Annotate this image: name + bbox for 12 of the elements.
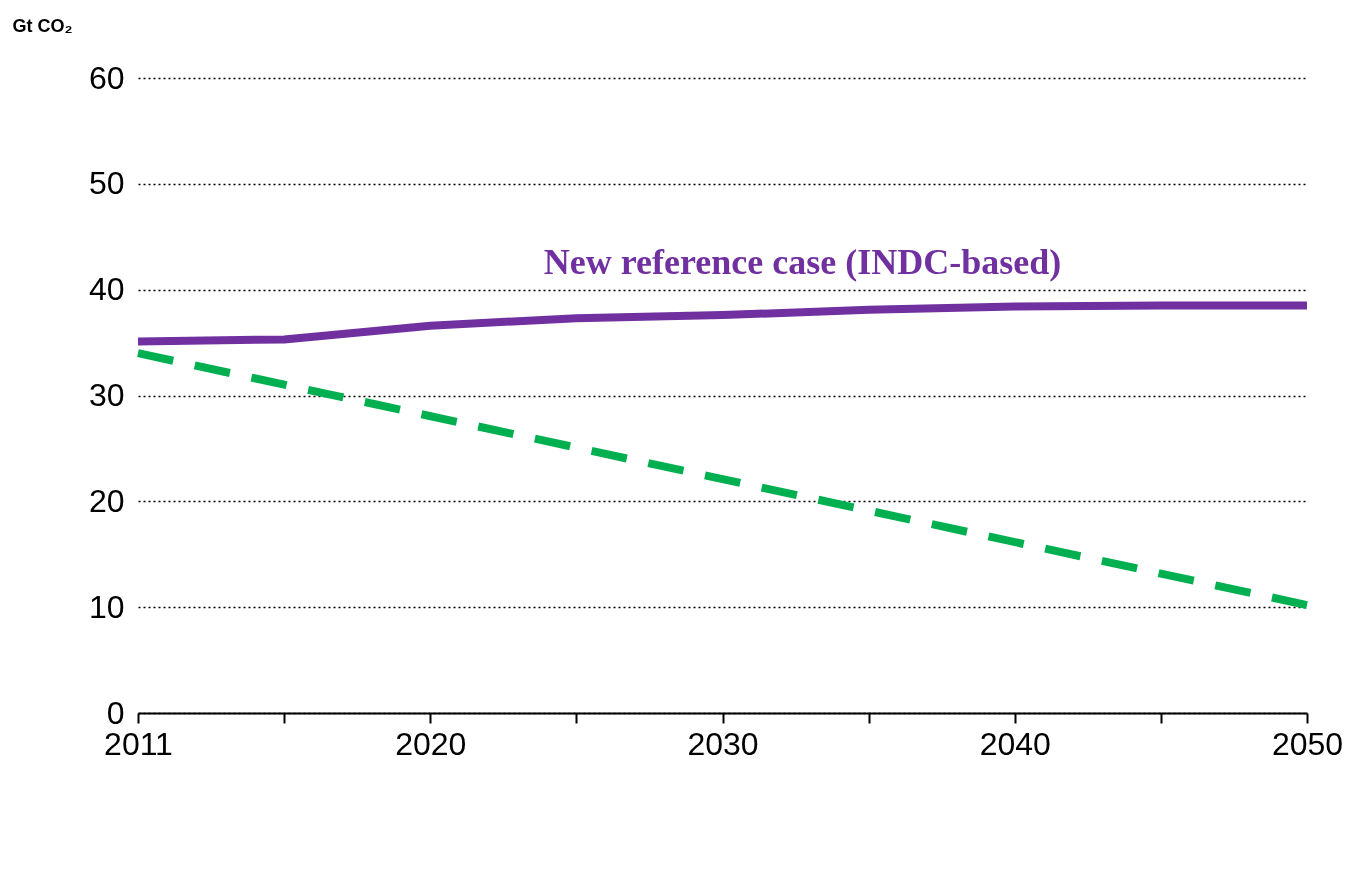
x-tick-label: 2040	[979, 725, 1051, 762]
y-tick-label: 10	[88, 588, 125, 625]
y-tick-label: 60	[88, 59, 125, 96]
x-tick-label: 2020	[395, 725, 467, 762]
y-tick-label: 40	[88, 271, 125, 308]
x-tick-label: 2030	[687, 725, 759, 762]
series-label: New reference case (INDC-based)	[543, 242, 1062, 283]
y-tick-label: 50	[88, 165, 125, 202]
y-axis-title: Gt CO₂	[12, 15, 73, 36]
y-tick-label: 20	[88, 482, 125, 519]
y-tick-label: 30	[88, 377, 125, 413]
x-tick-label: 2050	[1271, 725, 1344, 762]
